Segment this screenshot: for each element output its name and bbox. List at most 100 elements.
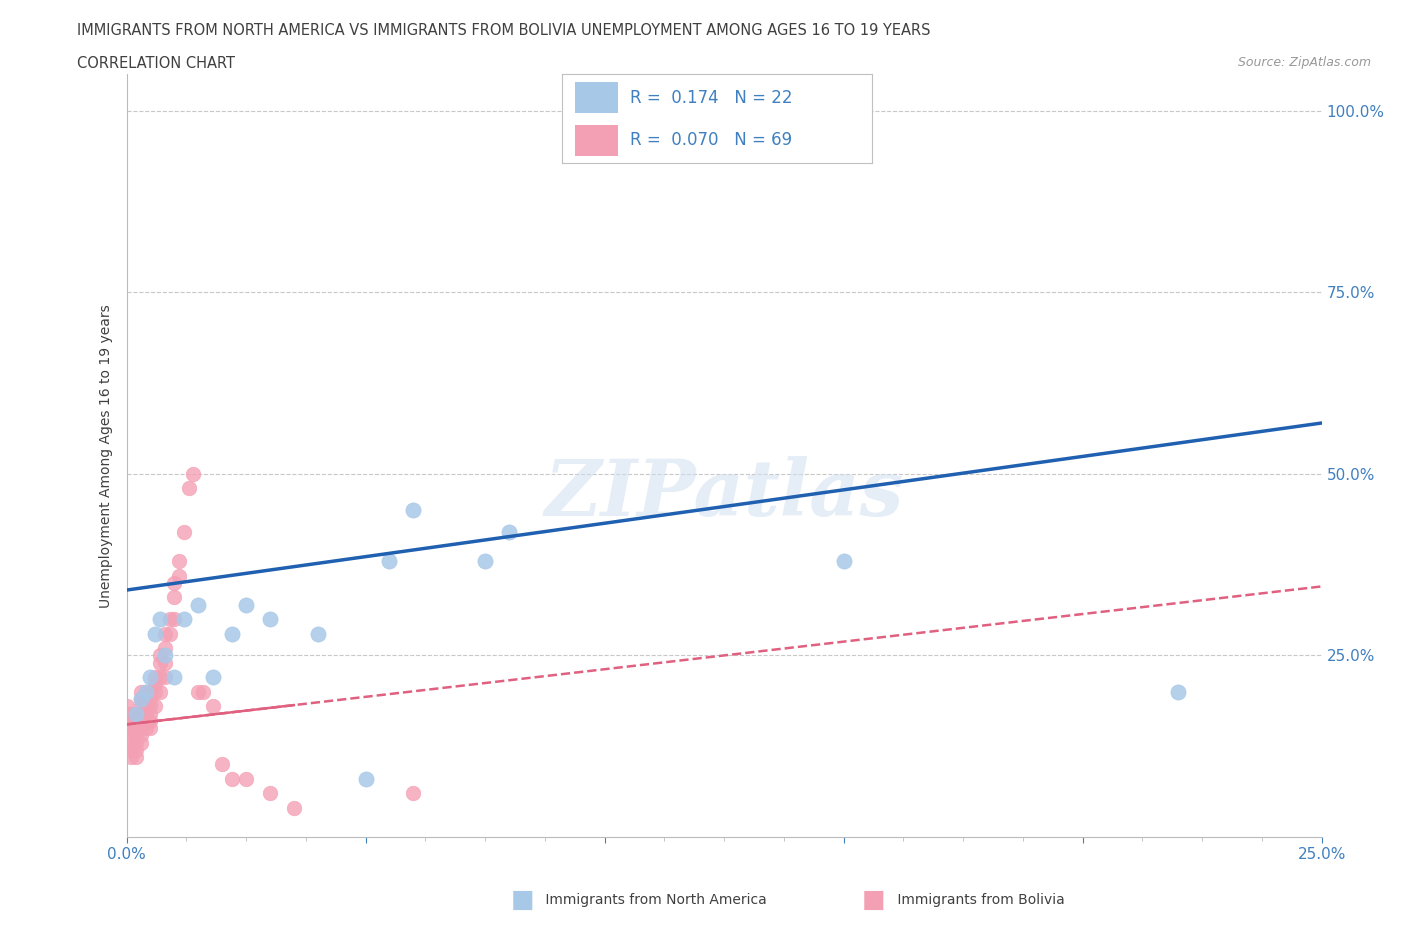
Point: [153, 670, 176, 684]
Text: Immigrants from North America: Immigrants from North America: [541, 893, 768, 908]
Point: [120, 735, 142, 750]
Point: [832, 553, 855, 568]
Point: [125, 713, 148, 728]
Point: [163, 576, 186, 591]
Point: [402, 786, 425, 801]
Y-axis label: Unemployment Among Ages 16 to 19 years: Unemployment Among Ages 16 to 19 years: [98, 304, 112, 607]
Point: [143, 677, 166, 692]
Point: [153, 648, 176, 663]
Point: [159, 626, 181, 641]
Point: [149, 648, 172, 663]
Point: [120, 742, 142, 757]
Point: [129, 698, 152, 713]
Point: [378, 553, 401, 568]
Point: [125, 728, 148, 743]
Point: [129, 713, 152, 728]
Point: [201, 698, 224, 713]
Point: [115, 698, 138, 713]
Point: [120, 706, 142, 721]
Point: [115, 706, 138, 721]
Point: [173, 612, 195, 627]
Point: [135, 684, 157, 699]
Point: [139, 721, 162, 736]
Text: ZIPatlas: ZIPatlas: [544, 456, 904, 532]
Point: [139, 670, 162, 684]
Point: [149, 684, 172, 699]
Point: [183, 467, 205, 482]
Point: [187, 684, 209, 699]
Point: [135, 684, 157, 699]
Point: [120, 750, 142, 764]
Point: [139, 692, 162, 707]
Point: [129, 728, 152, 743]
Point: [159, 612, 181, 627]
Point: [120, 713, 142, 728]
Point: [129, 735, 152, 750]
Point: [221, 772, 243, 787]
Point: [163, 612, 186, 627]
Point: [153, 626, 176, 641]
Point: [259, 612, 281, 627]
Point: [125, 750, 148, 764]
Text: IMMIGRANTS FROM NORTH AMERICA VS IMMIGRANTS FROM BOLIVIA UNEMPLOYMENT AMONG AGES: IMMIGRANTS FROM NORTH AMERICA VS IMMIGRA…: [77, 23, 931, 38]
Point: [139, 684, 162, 699]
Point: [221, 626, 243, 641]
Point: [129, 692, 152, 707]
Point: [149, 670, 172, 684]
Point: [402, 503, 425, 518]
Text: ■: ■: [510, 888, 534, 912]
Point: [173, 525, 195, 539]
Point: [125, 721, 148, 736]
Point: [1167, 684, 1189, 699]
Point: [201, 670, 224, 684]
Point: [167, 568, 190, 583]
Point: [211, 757, 233, 772]
Point: [187, 597, 209, 612]
Point: [129, 706, 152, 721]
Point: [129, 721, 152, 736]
Point: [129, 684, 152, 699]
Bar: [575, 83, 619, 113]
Point: [167, 553, 190, 568]
Point: [139, 713, 162, 728]
Point: [135, 706, 157, 721]
Point: [139, 706, 162, 721]
Point: [177, 481, 200, 496]
Point: [235, 597, 257, 612]
Point: [120, 721, 142, 736]
Point: [149, 656, 172, 671]
Point: [143, 670, 166, 684]
Point: [163, 670, 186, 684]
Text: ■: ■: [862, 888, 886, 912]
Point: [125, 735, 148, 750]
Text: Source: ZipAtlas.com: Source: ZipAtlas.com: [1237, 56, 1371, 69]
Point: [135, 713, 157, 728]
Text: R =  0.174   N = 22: R = 0.174 N = 22: [630, 88, 793, 107]
Text: R =  0.070   N = 69: R = 0.070 N = 69: [630, 131, 793, 149]
Point: [143, 684, 166, 699]
Point: [139, 698, 162, 713]
Text: Immigrants from Bolivia: Immigrants from Bolivia: [893, 893, 1064, 908]
Point: [498, 525, 520, 539]
Point: [235, 772, 257, 787]
Point: [153, 641, 176, 656]
Point: [259, 786, 281, 801]
Point: [125, 706, 148, 721]
Point: [163, 590, 186, 604]
Point: [143, 698, 166, 713]
Point: [115, 713, 138, 728]
Point: [283, 801, 305, 816]
Point: [135, 721, 157, 736]
Point: [129, 692, 152, 707]
Point: [135, 698, 157, 713]
Bar: [575, 125, 619, 155]
Point: [307, 626, 329, 641]
Point: [135, 692, 157, 707]
Point: [120, 728, 142, 743]
Point: [143, 626, 166, 641]
Text: CORRELATION CHART: CORRELATION CHART: [77, 56, 235, 71]
Point: [125, 706, 148, 721]
Point: [191, 684, 214, 699]
Point: [474, 553, 496, 568]
Point: [153, 656, 176, 671]
